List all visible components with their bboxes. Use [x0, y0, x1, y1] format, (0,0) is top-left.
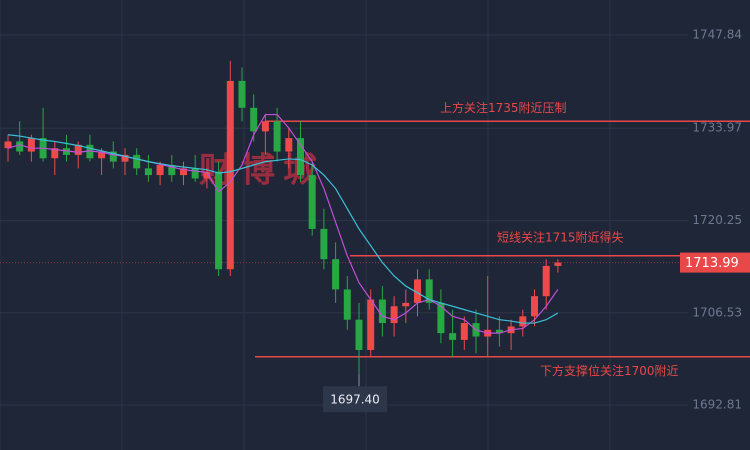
candle-body: [133, 154, 141, 169]
ma-line: [7, 113, 559, 334]
y-tick-label: 1747.84: [692, 27, 742, 41]
candle-body: [86, 144, 94, 159]
candle-body: [121, 154, 129, 162]
candle-body: [4, 141, 12, 149]
level-label: 短线关注1715附近得失: [497, 229, 624, 244]
candle-body: [519, 316, 527, 327]
candle-body: [250, 107, 258, 132]
candle-body: [378, 299, 386, 324]
candle-body: [414, 279, 421, 303]
candle-body: [238, 80, 246, 108]
level-label: 上方关注1735附近压制: [440, 100, 567, 115]
candle-body: [460, 323, 468, 340]
candle-body: [390, 306, 398, 324]
candle-body: [191, 168, 199, 179]
candle-body: [542, 265, 550, 297]
candle-body: [320, 228, 328, 260]
level-label: 下方支撑位关注1700附近: [540, 363, 679, 378]
candle-body: [437, 302, 445, 334]
last-price-label: 1713.99: [685, 256, 739, 271]
candle-body: [343, 289, 351, 320]
y-tick-label: 1720.25: [692, 213, 742, 227]
candle-body: [51, 148, 59, 159]
candle-body: [425, 279, 433, 303]
candle-body: [332, 259, 340, 290]
candle-body: [449, 333, 457, 340]
low-marker-box: [323, 386, 387, 413]
candle-body: [180, 168, 187, 176]
candle-body: [285, 138, 293, 152]
candle-body: [156, 165, 164, 176]
candle-body: [109, 151, 117, 162]
candle-body: [554, 262, 562, 266]
candle-body: [63, 148, 70, 155]
candle-body: [273, 121, 281, 152]
y-tick-label: 1733.97: [692, 121, 742, 135]
candle-body: [261, 121, 269, 132]
candle-body: [367, 299, 375, 350]
candle-body: [226, 80, 234, 270]
candle-body: [203, 171, 211, 179]
candle-body: [98, 151, 106, 159]
candle-body: [355, 319, 363, 350]
candle-body: [402, 302, 410, 307]
candle-body: [168, 165, 176, 176]
candle-body: [308, 175, 316, 229]
candle-body: [495, 329, 503, 334]
candle-body: [297, 138, 304, 176]
candle-body: [74, 144, 82, 155]
candle-body: [531, 296, 538, 317]
ma-line: [7, 134, 559, 324]
candle-body: [144, 168, 152, 176]
last-price-box: [680, 252, 750, 273]
y-tick-label: 1706.53: [692, 305, 742, 319]
candle-body: [215, 171, 223, 270]
candle-body: [27, 138, 35, 152]
low-marker-label: 1697.40: [330, 393, 380, 407]
y-tick-label: 1692.81: [692, 398, 742, 412]
candle-body: [16, 141, 24, 152]
